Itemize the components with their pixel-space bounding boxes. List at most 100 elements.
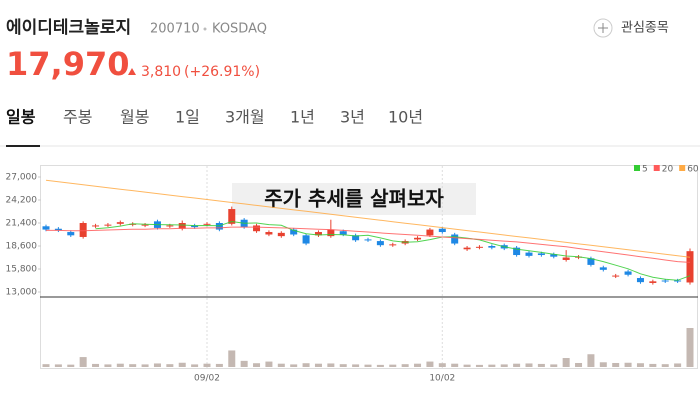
volume-bar bbox=[302, 363, 310, 367]
volume-bar bbox=[661, 364, 669, 367]
volume-bar bbox=[636, 363, 644, 367]
volume-bar bbox=[525, 363, 533, 367]
candle-body bbox=[166, 225, 174, 227]
candle-body bbox=[253, 225, 261, 232]
candle-body bbox=[314, 232, 322, 236]
candle-body bbox=[624, 271, 632, 275]
candle-body bbox=[649, 281, 657, 283]
stock-name: 에이디테크놀로지 bbox=[6, 18, 131, 38]
candle-body bbox=[265, 232, 273, 235]
watch-label[interactable]: 관심종목 bbox=[621, 21, 669, 36]
volume-bar bbox=[649, 363, 657, 367]
volume-bar bbox=[451, 363, 459, 367]
volume-bar bbox=[228, 350, 236, 367]
volume-bar bbox=[414, 363, 422, 367]
ma-line bbox=[95, 220, 691, 281]
candle-body bbox=[686, 251, 694, 283]
volume-bar bbox=[438, 363, 446, 367]
candle-body bbox=[364, 239, 372, 241]
candle-body bbox=[636, 278, 644, 283]
up-arrow bbox=[128, 68, 136, 75]
tab[interactable]: 3년 bbox=[340, 108, 365, 127]
y-tick-label: 24,200 bbox=[6, 196, 38, 206]
candle-body bbox=[141, 224, 149, 226]
market: KOSDAQ bbox=[212, 22, 267, 37]
volume-bar bbox=[352, 364, 360, 367]
volume-bar bbox=[277, 363, 285, 367]
y-tick-label: 13,000 bbox=[6, 288, 38, 298]
volume-bar bbox=[463, 364, 471, 367]
volume-bar bbox=[562, 358, 570, 367]
candle-body bbox=[290, 229, 298, 235]
candle-body bbox=[414, 237, 422, 240]
volume-bar bbox=[599, 362, 607, 367]
volume-bar bbox=[203, 363, 211, 367]
volume-bar bbox=[42, 364, 50, 367]
candle-body bbox=[42, 226, 50, 230]
plus-icon bbox=[593, 18, 613, 38]
volume-bar bbox=[513, 363, 521, 367]
candle-body bbox=[228, 209, 236, 224]
candle-body bbox=[54, 228, 62, 231]
tab[interactable]: 1년 bbox=[290, 108, 315, 127]
tab[interactable]: 월봉 bbox=[120, 108, 149, 127]
candle-body bbox=[550, 254, 558, 257]
volume-bar bbox=[327, 363, 335, 367]
x-tick-label: 10/02 bbox=[429, 374, 455, 384]
volume-bar bbox=[314, 363, 322, 367]
volume-bar bbox=[339, 364, 347, 367]
candle-body bbox=[513, 247, 521, 256]
tab[interactable]: 일봉 bbox=[6, 108, 36, 127]
volume-bar bbox=[550, 364, 558, 367]
candle-body bbox=[525, 252, 533, 256]
candle-body bbox=[79, 223, 87, 237]
separator-dot bbox=[203, 27, 207, 31]
candle-body bbox=[587, 258, 595, 265]
candle-body bbox=[203, 223, 211, 225]
legend-swatch bbox=[679, 165, 686, 171]
y-tick-label: 15,800 bbox=[6, 265, 38, 275]
stock-code: 200710 bbox=[150, 22, 200, 37]
volume-bar bbox=[475, 364, 483, 367]
volume-bar bbox=[67, 364, 75, 367]
candle-body bbox=[475, 246, 483, 248]
volume-bar bbox=[674, 363, 682, 367]
volume-bar bbox=[426, 361, 434, 367]
candle-body bbox=[599, 267, 607, 270]
candle-body bbox=[339, 231, 347, 235]
tab[interactable]: 10년 bbox=[388, 108, 423, 127]
volume-bar bbox=[178, 362, 186, 367]
volume-bar bbox=[401, 364, 409, 367]
candle-body bbox=[674, 280, 682, 282]
candle-body bbox=[178, 223, 186, 229]
volume-bar bbox=[575, 362, 583, 367]
candle-body bbox=[426, 229, 434, 236]
volume-bar bbox=[587, 354, 595, 367]
volume-bar bbox=[624, 362, 632, 367]
x-tick-label: 09/02 bbox=[194, 374, 220, 384]
watch-button[interactable]: 관심종목 bbox=[593, 18, 669, 38]
tabs: 일봉 주봉 월봉 1일 3개월 1년 3년 10년 bbox=[6, 108, 423, 127]
y-tick-label: 21,400 bbox=[6, 219, 38, 229]
tab[interactable]: 3개월 bbox=[225, 108, 265, 127]
volume-bar bbox=[141, 364, 149, 367]
candle-body bbox=[104, 224, 112, 226]
plus-sign bbox=[598, 23, 608, 33]
legend-swatch bbox=[634, 165, 640, 171]
candle-body bbox=[389, 244, 397, 246]
tab[interactable]: 주봉 bbox=[63, 108, 92, 127]
volume-bar bbox=[191, 364, 199, 367]
candle-body bbox=[352, 235, 360, 241]
volume-bar bbox=[79, 357, 87, 367]
candle-body bbox=[277, 232, 285, 237]
candle-body bbox=[92, 225, 100, 227]
candle-body bbox=[116, 222, 124, 224]
candle-body bbox=[191, 225, 199, 228]
title-box bbox=[232, 183, 476, 215]
legend-label: 5 bbox=[642, 165, 648, 175]
chart-title: 주가 추세를 살펴보자 bbox=[264, 187, 444, 211]
tab[interactable]: 1일 bbox=[175, 108, 200, 127]
candle-body bbox=[562, 257, 570, 260]
